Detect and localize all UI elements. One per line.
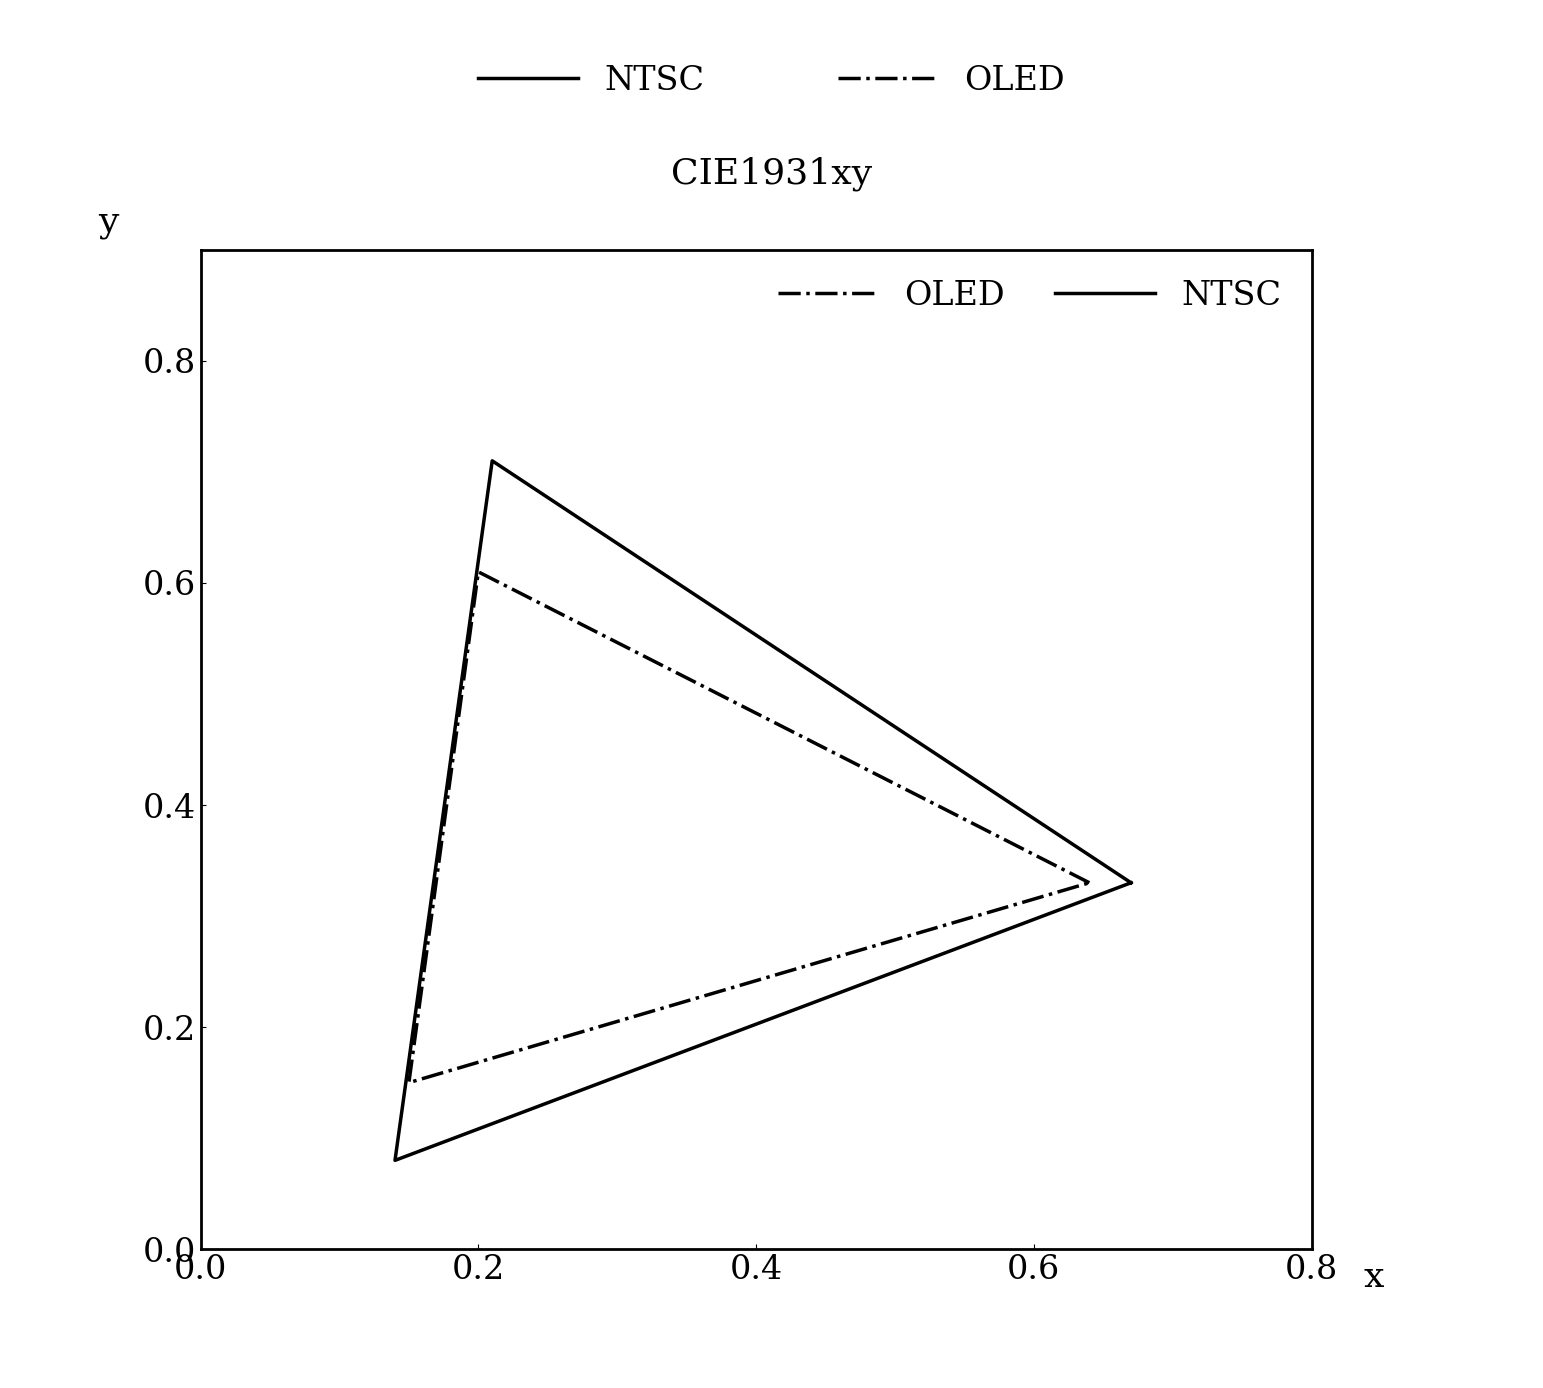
Text: x: x (1362, 1260, 1384, 1294)
Legend: OLED, NTSC: OLED, NTSC (764, 266, 1295, 325)
Text: y: y (97, 205, 119, 239)
Text: CIE1931xy: CIE1931xy (671, 157, 872, 190)
Legend: NTSC, OLED: NTSC, OLED (464, 51, 1079, 110)
